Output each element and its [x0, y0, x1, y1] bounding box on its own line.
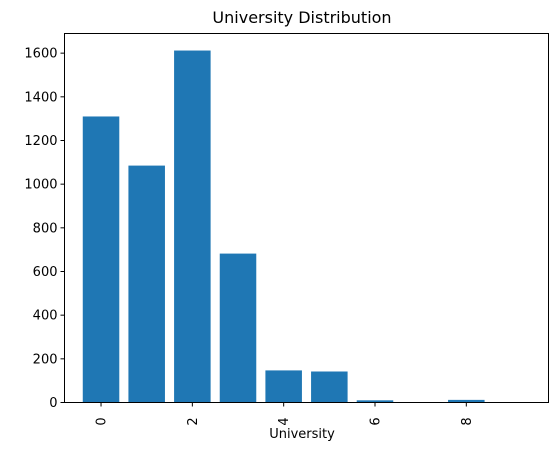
y-tick-label: 0 — [49, 396, 57, 411]
y-axis: 0 200 400 600 800 1000 1200 1400 1600 — [24, 47, 64, 411]
bar-4 — [265, 370, 302, 402]
chart-title: University Distribution — [212, 8, 391, 27]
bar-1 — [128, 166, 165, 403]
y-tick-label: 400 — [33, 309, 58, 324]
plot-area — [83, 51, 485, 403]
x-tick-label: 6 — [368, 417, 383, 425]
y-tick-label: 200 — [33, 352, 58, 367]
x-tick-label: 4 — [277, 417, 292, 425]
y-tick-label: 1400 — [24, 90, 57, 105]
bar-5 — [311, 371, 348, 402]
bar-0 — [83, 116, 120, 402]
y-tick-label: 800 — [33, 221, 58, 236]
x-tick-label: 2 — [186, 417, 201, 425]
y-tick-label: 1200 — [24, 134, 57, 149]
bar-3 — [220, 254, 257, 403]
y-tick-label: 1000 — [24, 178, 57, 193]
x-axis-label: University — [269, 427, 335, 442]
y-tick-label: 600 — [33, 265, 58, 280]
bar-2 — [174, 51, 211, 403]
y-tick-label: 1600 — [24, 47, 57, 62]
x-tick-label: 8 — [460, 417, 475, 425]
x-axis: 0 2 4 6 8 — [95, 403, 475, 426]
x-tick-label: 0 — [95, 417, 110, 425]
